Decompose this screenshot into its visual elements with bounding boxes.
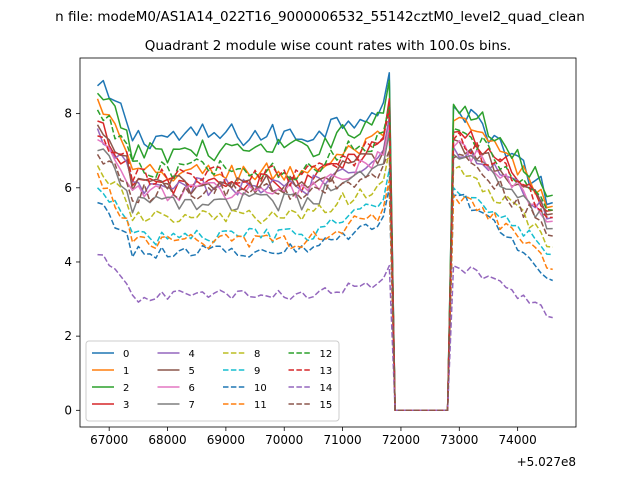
x-tick-label: 71000 [323, 433, 361, 447]
series-line-12 [96, 105, 553, 412]
series-line-1 [96, 98, 553, 412]
legend-label-1: 1 [123, 366, 129, 377]
legend-label-3: 3 [123, 400, 129, 411]
legend-label-4: 4 [189, 349, 195, 360]
series-line-7 [97, 131, 553, 412]
chart-suptitle: n file: modeM0/AS1A14_022T16_9000006532_… [55, 9, 585, 25]
y-tick-label: 4 [64, 255, 72, 269]
axes-layer: 67000 68000 69000 70000 71000 72000 73000 74000… [64, 57, 577, 447]
legend-label-15: 15 [320, 400, 333, 411]
series-line-14 [97, 253, 553, 412]
legend-label-9: 9 [254, 366, 260, 377]
plot-frame [79, 57, 577, 428]
legend-label-2: 2 [123, 383, 129, 394]
legend-label-11: 11 [254, 400, 267, 411]
y-tick-label: 0 [64, 403, 72, 417]
legend-label-5: 5 [189, 366, 195, 377]
series-layer [96, 72, 553, 412]
series-line-2 [96, 79, 553, 412]
legend-label-13: 13 [320, 366, 333, 377]
series-line-11 [96, 172, 553, 412]
series-line-8 [96, 149, 553, 412]
x-tick-label: 72000 [382, 433, 420, 447]
series-line-10 [97, 187, 553, 412]
x-tick-label: 70000 [265, 433, 303, 447]
y-tick-label: 2 [64, 329, 72, 343]
y-tick-label: 8 [64, 107, 72, 121]
series-line-15 [96, 149, 553, 412]
legend-label-14: 14 [320, 383, 333, 394]
y-tick-label: 6 [64, 181, 72, 195]
series-line-13 [97, 109, 553, 412]
legend-label-6: 6 [189, 383, 195, 394]
x-tick-label: 67000 [90, 433, 128, 447]
legend-label-8: 8 [254, 349, 260, 360]
x-tick-label: 73000 [440, 433, 478, 447]
legend-label-12: 12 [320, 349, 333, 360]
chart-title: Quadrant 2 module wise count rates with … [145, 38, 511, 54]
legend-box [85, 340, 340, 422]
x-offset-label: +5.027e8 [517, 455, 576, 469]
legend-label-7: 7 [189, 400, 195, 411]
x-tick-label: 74000 [499, 433, 537, 447]
legend-label-0: 0 [123, 349, 129, 360]
x-tick-label: 69000 [207, 433, 245, 447]
legend-label-10: 10 [254, 383, 267, 394]
series-line-9 [96, 168, 553, 412]
x-tick-label: 68000 [148, 433, 186, 447]
